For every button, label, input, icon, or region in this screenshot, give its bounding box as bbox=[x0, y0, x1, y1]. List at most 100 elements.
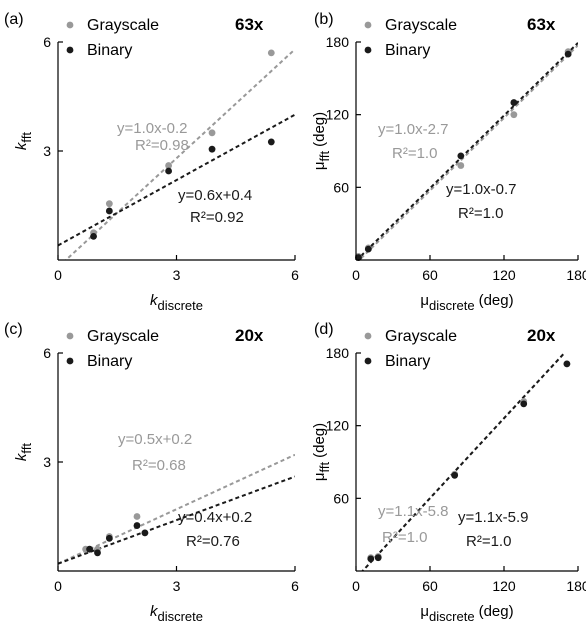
y-tick-label: 6 bbox=[43, 34, 51, 50]
legend-label-grayscale: Grayscale bbox=[87, 328, 159, 345]
fit-r2-binary: R²=0.92 bbox=[190, 209, 244, 226]
x-tick-label: 6 bbox=[291, 578, 299, 594]
fit-equation-grayscale: y=1.0x-0.2 bbox=[117, 120, 187, 137]
fit-line-binary bbox=[58, 113, 295, 247]
y-tick-label: 120 bbox=[326, 418, 350, 434]
panel-label: (d) bbox=[314, 321, 334, 338]
x-axis-label-unit: (deg) bbox=[479, 603, 514, 620]
x-tick-label: 6 bbox=[291, 267, 299, 283]
x-axis-label-symbol: μ bbox=[420, 603, 429, 620]
x-tick-label: 0 bbox=[352, 267, 360, 283]
x-tick-label: 120 bbox=[492, 578, 516, 594]
fit-equation-binary: y=0.6x+0.4 bbox=[178, 187, 252, 204]
legend-marker-binary bbox=[66, 46, 74, 54]
x-axis-label: kdiscrete bbox=[150, 292, 203, 313]
data-point-binary bbox=[86, 545, 93, 553]
x-tick-label: 0 bbox=[54, 267, 62, 283]
x-tick-label: 3 bbox=[173, 267, 181, 283]
x-axis-label-symbol: k bbox=[150, 292, 159, 309]
fit-r2-binary: R²=0.76 bbox=[186, 533, 240, 550]
x-tick-label: 120 bbox=[492, 267, 516, 283]
legend-marker-grayscale bbox=[364, 21, 372, 29]
data-point-binary bbox=[374, 554, 382, 562]
legend-label-binary: Binary bbox=[385, 353, 430, 370]
data-point-grayscale bbox=[267, 49, 275, 57]
x-axis-label-unit: (deg) bbox=[479, 292, 514, 309]
y-axis-label-symbol: k bbox=[13, 141, 30, 150]
y-tick-label: 180 bbox=[326, 345, 350, 361]
data-point-grayscale bbox=[457, 162, 465, 169]
y-axis-label: kfft bbox=[13, 443, 34, 461]
data-point-grayscale bbox=[510, 111, 518, 119]
panel-label: (b) bbox=[314, 11, 334, 28]
legend-label-grayscale: Grayscale bbox=[87, 17, 159, 34]
magnification-label: 63x bbox=[235, 15, 264, 34]
fit-r2-grayscale: R²=0.68 bbox=[132, 457, 186, 474]
data-point-grayscale bbox=[105, 200, 113, 208]
magnification-label: 20x bbox=[235, 326, 264, 345]
data-point-binary bbox=[165, 167, 173, 175]
data-point-grayscale bbox=[165, 162, 173, 169]
y-tick-label: 180 bbox=[326, 34, 350, 50]
x-tick-label: 0 bbox=[54, 578, 62, 594]
legend-label-binary: Binary bbox=[385, 42, 430, 59]
y-axis-label-subscript: fft bbox=[317, 462, 332, 473]
data-point-binary bbox=[367, 555, 375, 563]
panel-label: (a) bbox=[4, 11, 24, 28]
y-tick-label: 3 bbox=[43, 454, 51, 470]
data-point-binary bbox=[564, 50, 572, 58]
data-point-binary bbox=[457, 152, 465, 160]
y-axis-label: μfft (deg) bbox=[311, 112, 332, 170]
fit-line-binary bbox=[356, 42, 578, 260]
data-point-binary bbox=[520, 400, 528, 408]
y-axis-label-subscript: fft bbox=[317, 151, 332, 162]
fit-r2-grayscale: R²=1.0 bbox=[392, 145, 437, 162]
data-point-grayscale bbox=[208, 129, 216, 137]
fit-r2-binary: R²=1.0 bbox=[458, 205, 503, 222]
legend-label-binary: Binary bbox=[87, 353, 132, 370]
x-tick-label: 60 bbox=[422, 267, 438, 283]
legend-label-binary: Binary bbox=[87, 42, 132, 59]
data-point-binary bbox=[510, 99, 518, 106]
x-tick-label: 3 bbox=[173, 578, 181, 594]
fit-line-binary bbox=[361, 353, 566, 571]
legend-marker-grayscale bbox=[66, 332, 74, 340]
data-point-binary bbox=[267, 138, 275, 146]
x-axis-label-subscript: discrete bbox=[429, 298, 475, 313]
y-axis-label-unit: (deg) bbox=[311, 423, 328, 458]
y-tick-label: 60 bbox=[333, 179, 349, 195]
y-tick-label: 3 bbox=[43, 143, 51, 159]
data-point-binary bbox=[451, 471, 459, 479]
x-tick-label: 180 bbox=[566, 267, 586, 283]
x-axis-label-symbol: μ bbox=[420, 292, 429, 309]
fit-r2-binary: R²=1.0 bbox=[466, 533, 511, 550]
data-point-binary bbox=[133, 522, 141, 529]
x-tick-label: 0 bbox=[352, 578, 360, 594]
x-tick-label: 180 bbox=[566, 578, 586, 594]
legend-marker-grayscale bbox=[364, 332, 372, 340]
fit-equation-grayscale: y=0.5x+0.2 bbox=[118, 431, 192, 448]
fit-equation-binary: y=0.4x+0.2 bbox=[178, 509, 252, 526]
y-axis-label: μfft (deg) bbox=[311, 423, 332, 481]
data-point-binary bbox=[364, 245, 372, 253]
y-tick-label: 60 bbox=[333, 490, 349, 506]
data-point-binary bbox=[141, 529, 149, 537]
magnification-label: 20x bbox=[527, 326, 556, 345]
y-tick-label: 120 bbox=[326, 107, 350, 123]
magnification-label: 63x bbox=[527, 15, 556, 34]
fit-line-grayscale bbox=[357, 44, 578, 260]
y-axis-label-unit: (deg) bbox=[311, 112, 328, 147]
legend-label-grayscale: Grayscale bbox=[385, 328, 457, 345]
fit-equation-grayscale: y=1.1x-5.8 bbox=[378, 503, 448, 520]
fit-equation-binary: y=1.1x-5.9 bbox=[458, 509, 528, 526]
y-axis-label-symbol: k bbox=[13, 452, 30, 461]
fit-r2-grayscale: R²=1.0 bbox=[382, 529, 427, 546]
fit-line-grayscale bbox=[64, 48, 295, 260]
y-axis-label: kfft bbox=[13, 132, 34, 150]
fit-equation-grayscale: y=1.0x-2.7 bbox=[378, 121, 448, 138]
x-axis-label: kdiscrete bbox=[150, 603, 203, 622]
fit-line-binary bbox=[58, 475, 295, 565]
